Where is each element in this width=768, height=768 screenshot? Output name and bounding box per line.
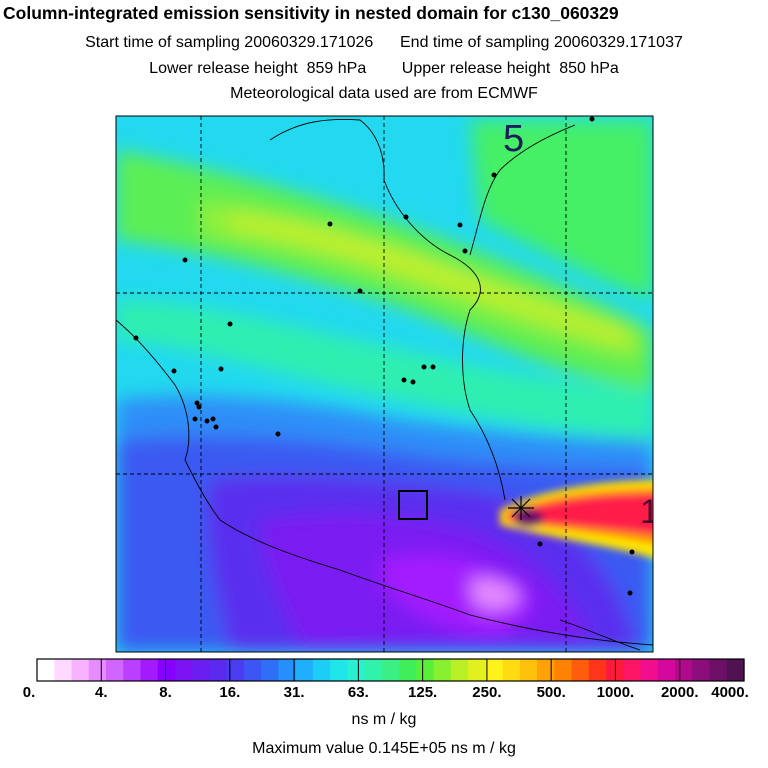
colorbar-swatch bbox=[364, 659, 383, 681]
colorbar-swatch bbox=[709, 659, 728, 681]
colorbar-swatch bbox=[347, 659, 366, 681]
colorbar-swatch bbox=[330, 659, 348, 681]
colorbar-swatch bbox=[174, 659, 193, 681]
colorbar-swatch bbox=[502, 659, 521, 681]
colorbar-tick-label: 2000. bbox=[660, 684, 699, 701]
colorbar-swatch bbox=[140, 659, 159, 681]
colorbar-tick-label: 63. bbox=[347, 684, 369, 701]
colorbar-swatch bbox=[157, 659, 176, 681]
colorbar-swatch bbox=[399, 659, 417, 681]
colorbar-swatch bbox=[88, 659, 107, 681]
colorbar-swatch bbox=[381, 659, 400, 681]
colorbar-swatch bbox=[433, 659, 452, 681]
release-location-box bbox=[398, 490, 428, 520]
colorbar-swatch bbox=[226, 659, 245, 681]
sensitivity-field: 5 1 bbox=[116, 116, 659, 652]
colorbar-swatch bbox=[537, 659, 555, 681]
colorbar-swatch bbox=[726, 659, 745, 681]
colorbar-tick-label: 0. bbox=[22, 684, 36, 701]
city-markers bbox=[133, 116, 635, 596]
trajectory-label-1: 1 bbox=[640, 493, 659, 531]
colorbar-swatch bbox=[71, 659, 90, 681]
colorbar-swatch bbox=[588, 659, 607, 681]
colorbar-swatch bbox=[485, 659, 504, 681]
colorbar-swatch bbox=[243, 659, 262, 681]
colorbar-tick-label: 31. bbox=[283, 684, 305, 701]
colorbar-swatch bbox=[278, 659, 297, 681]
colorbar-swatch bbox=[192, 659, 211, 681]
trajectory-label-5: 5 bbox=[503, 118, 524, 160]
colorbar-swatch bbox=[295, 659, 314, 681]
receptor-star bbox=[508, 496, 534, 520]
colorbar bbox=[37, 659, 745, 681]
sampling-time-line: Start time of sampling 20060329.171026 E… bbox=[85, 34, 683, 51]
colorbar-swatch bbox=[54, 659, 73, 681]
colorbar-swatch bbox=[468, 659, 486, 681]
colorbar-tick-label: 125. bbox=[408, 684, 438, 701]
maximum-value: Maximum value 0.145E+05 ns m / kg bbox=[252, 740, 516, 757]
colorbar-swatch bbox=[657, 659, 676, 681]
colorbar-swatch bbox=[123, 659, 142, 681]
colorbar-swatch bbox=[261, 659, 280, 681]
colorbar-swatch bbox=[554, 659, 573, 681]
chart-title: Column-integrated emission sensitivity i… bbox=[3, 3, 619, 23]
colorbar-swatch bbox=[640, 659, 659, 681]
colorbar-tick-label: 250. bbox=[472, 684, 502, 701]
grid-lines bbox=[116, 116, 653, 652]
colorbar-unit: ns m / kg bbox=[351, 711, 417, 728]
colorbar-tick-label: 4000. bbox=[711, 684, 749, 701]
colorbar-swatch bbox=[692, 659, 711, 681]
colorbar-tick-label: 4. bbox=[95, 684, 108, 701]
map-frame bbox=[115, 115, 654, 653]
colorbar-tick-label: 8. bbox=[159, 684, 172, 701]
colorbar-swatch bbox=[37, 659, 55, 681]
colorbar-swatch bbox=[312, 659, 331, 681]
colorbar-tick-label: 500. bbox=[536, 684, 566, 701]
release-height-line: Lower release height 859 hPa Upper relea… bbox=[149, 60, 619, 77]
colorbar-swatch bbox=[623, 659, 642, 681]
colorbar-swatch bbox=[571, 659, 590, 681]
met-data-line: Meteorological data used are from ECMWF bbox=[230, 85, 538, 102]
colorbar-tick-label: 1000. bbox=[596, 684, 635, 701]
colorbar-tick-label: 16. bbox=[219, 684, 241, 701]
colorbar-swatch bbox=[450, 659, 469, 681]
colorbar-swatch bbox=[519, 659, 538, 681]
colorbar-swatch bbox=[209, 659, 228, 681]
coastline bbox=[116, 118, 653, 651]
colorbar-swatch bbox=[416, 659, 435, 681]
colorbar-swatch bbox=[675, 659, 693, 681]
colorbar-swatch bbox=[105, 659, 124, 681]
colorbar-frame bbox=[36, 658, 745, 682]
